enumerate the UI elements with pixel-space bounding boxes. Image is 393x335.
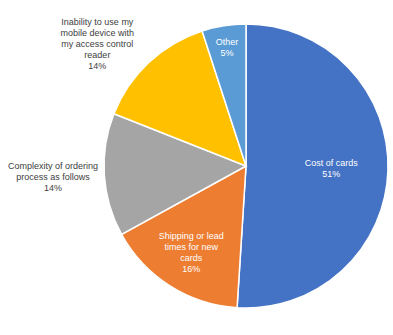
slice-label: Inability to use mymobile device withmy … [61,17,135,60]
label-line: Shipping or lead [159,231,224,241]
value-label: 51% [322,169,340,179]
label-line: my access control [61,39,133,49]
slice-label: Other [216,37,239,47]
value-label: 16% [182,264,200,274]
label-line: reader [84,50,110,60]
value-label: 14% [88,61,106,71]
value-label: 14% [44,183,62,193]
labels: Cost of cards51% Shipping or leadtimes fo… [8,17,358,274]
label-line: times for new [164,242,218,252]
pie [104,24,388,308]
label-line: Cost of cards [305,158,359,168]
slice-label: Cost of cards [305,158,359,168]
slice-label: Shipping or leadtimes for newcards [159,231,224,263]
slice-label: Complexity of orderingprocess as follows [8,161,98,182]
label-line: Other [216,37,239,47]
label-line: Inability to use my [61,17,134,27]
pie-slice [237,24,388,308]
label-line: mobile device with [61,28,135,38]
pie-slice [202,24,246,166]
label-line: cards [180,253,203,263]
label-line: Complexity of ordering [8,161,98,171]
chart: Cost of cards51% Shipping or leadtimes fo… [0,0,393,335]
label-line: process as follows [16,172,90,182]
value-label: 5% [221,48,234,58]
